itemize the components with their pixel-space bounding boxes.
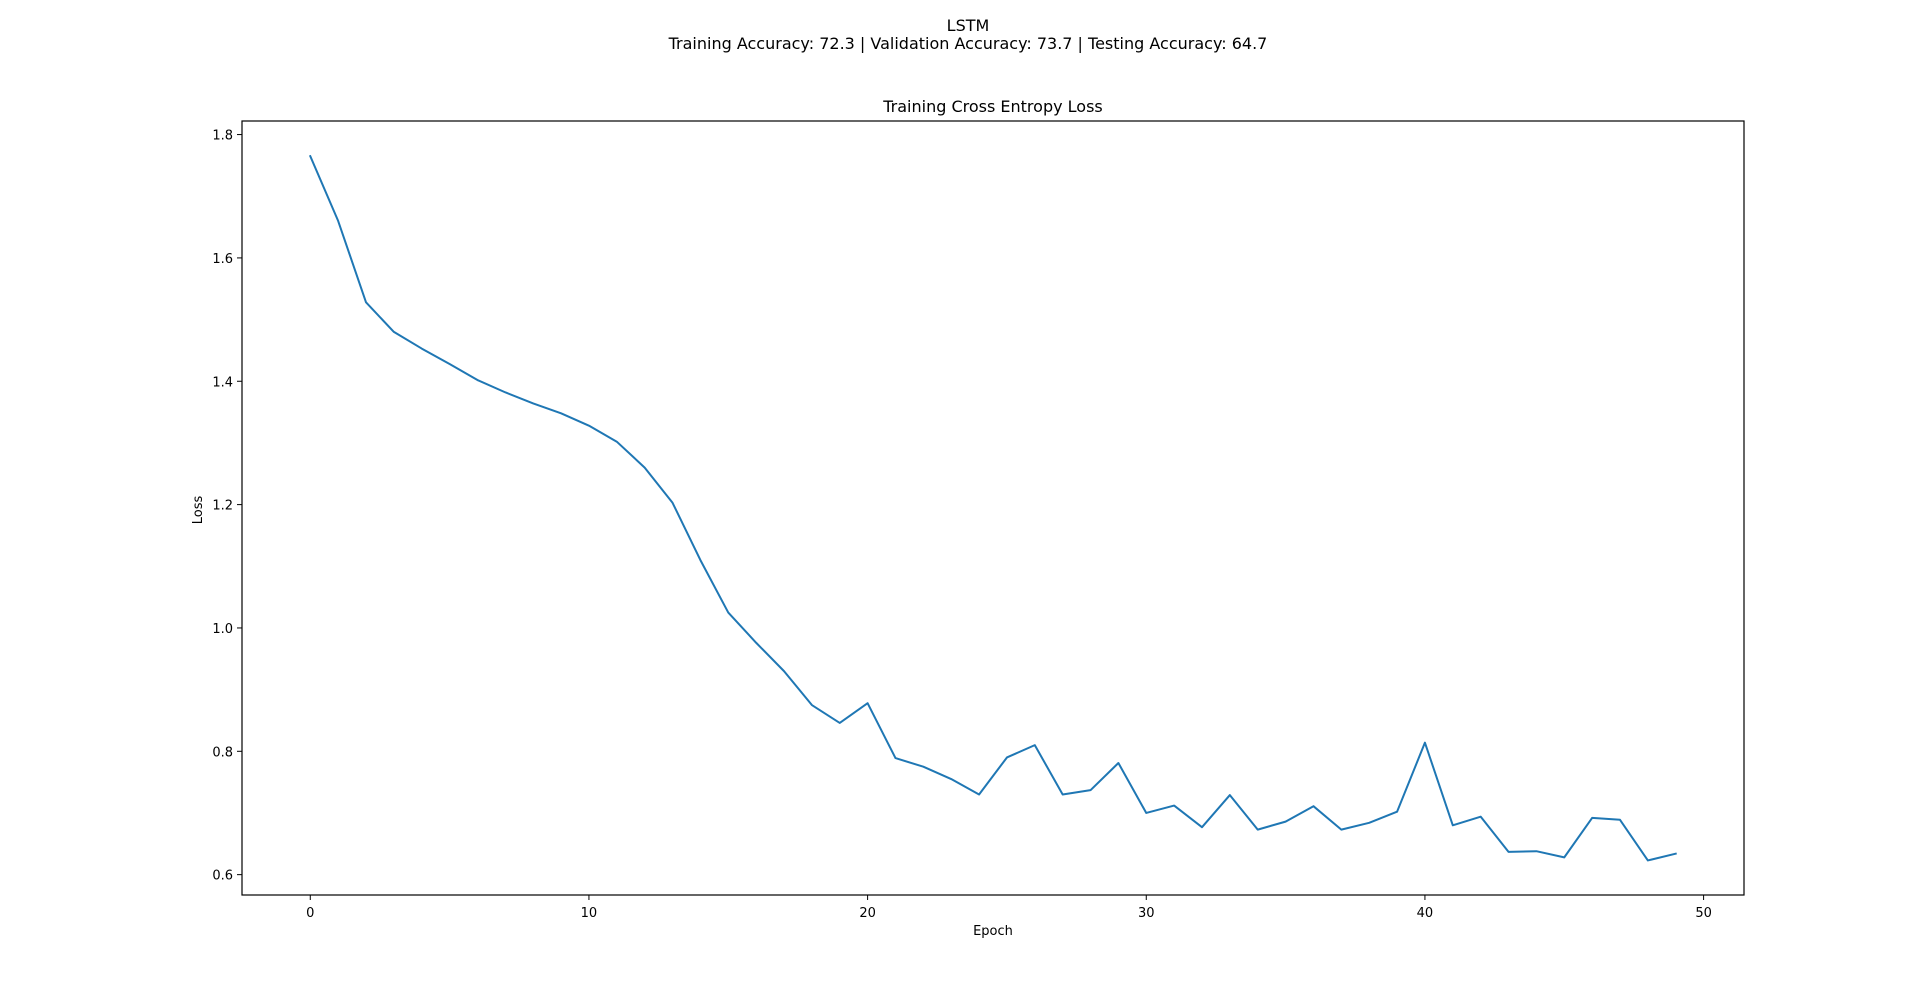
axes-title: Training Cross Entropy Loss (882, 97, 1103, 116)
x-tick-label: 40 (1417, 906, 1434, 921)
y-tick-label: 0.6 (212, 869, 233, 884)
y-tick-label: 0.8 (212, 745, 233, 760)
x-tick-label: 10 (581, 906, 598, 921)
loss-series-line (308, 154, 1677, 862)
axes-frame (241, 120, 1745, 896)
x-tick-label: 0 (306, 906, 314, 921)
y-tick-label: 1.0 (212, 622, 233, 637)
x-tick-label: 30 (1138, 906, 1155, 921)
figure-subtitle: Training Accuracy: 72.3 | Validation Acc… (668, 34, 1268, 53)
x-axis-label: Epoch (973, 924, 1013, 939)
y-tick-label: 1.2 (212, 499, 233, 514)
y-axis: 0.6 0.8 1.0 1.2 1.4 1.6 1.8 (212, 129, 242, 884)
figure-title: LSTM (947, 16, 990, 35)
plot-area (308, 154, 1677, 862)
x-tick-label: 20 (859, 906, 876, 921)
x-axis: 0 10 20 30 40 50 (306, 895, 1712, 921)
y-tick-label: 1.8 (212, 129, 233, 144)
y-tick-label: 1.6 (212, 252, 233, 267)
y-axis-label: Loss (191, 496, 206, 525)
x-tick-label: 50 (1695, 906, 1712, 921)
y-tick-label: 1.4 (212, 375, 233, 390)
